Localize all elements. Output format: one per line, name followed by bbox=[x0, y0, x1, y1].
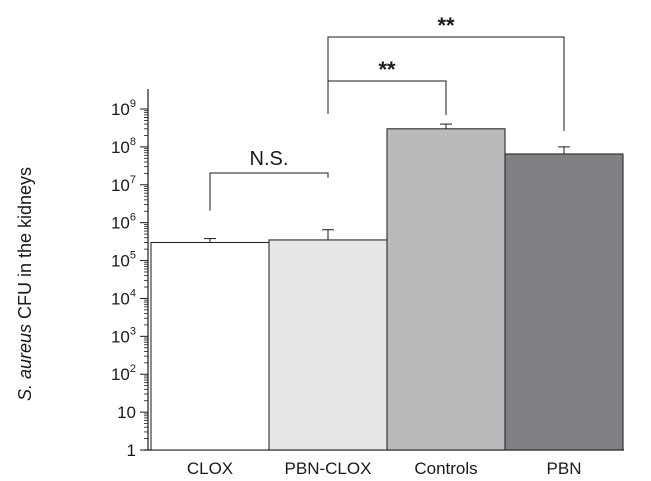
y-axis-label-italic: S. aureus bbox=[15, 324, 35, 401]
y-axis-label: S. aureus CFU in the kidneys bbox=[15, 167, 35, 401]
error-bars bbox=[204, 123, 570, 243]
y-tick-exponent: 7 bbox=[130, 174, 136, 186]
y-tick-base: 10 bbox=[111, 327, 130, 346]
y-tick-label: 1 bbox=[127, 441, 136, 460]
significance-label: ** bbox=[378, 57, 396, 82]
significance-bracket bbox=[327, 80, 447, 116]
y-tick-label: 107 bbox=[111, 174, 136, 195]
bar bbox=[150, 241, 270, 451]
y-tick-base: 10 bbox=[111, 365, 130, 384]
significance-bracket bbox=[327, 36, 565, 131]
category-label: PBN-CLOX bbox=[285, 459, 372, 478]
y-tick-exponent: 3 bbox=[130, 325, 136, 337]
y-tick-base: 10 bbox=[111, 214, 130, 233]
y-tick-base: 10 bbox=[111, 176, 130, 195]
significance-label: ** bbox=[437, 13, 455, 38]
y-tick-base: 10 bbox=[111, 252, 130, 271]
y-tick-exponent: 9 bbox=[130, 98, 136, 110]
category-label: CLOX bbox=[187, 459, 233, 478]
y-tick-base: 10 bbox=[111, 289, 130, 308]
category-label: PBN bbox=[547, 459, 582, 478]
y-tick-exponent: 2 bbox=[130, 363, 136, 375]
bar bbox=[504, 153, 624, 451]
y-tick-label: 104 bbox=[111, 287, 136, 308]
y-tick-label: 106 bbox=[111, 212, 136, 233]
y-tick-base: 1 bbox=[127, 441, 136, 460]
y-tick-exponent: 5 bbox=[130, 250, 136, 262]
y-axis-label-text: S. aureus CFU in the kidneys bbox=[15, 167, 35, 401]
y-tick-label: 103 bbox=[111, 325, 136, 346]
y-tick-base: 10 bbox=[111, 100, 130, 119]
y-tick-exponent: 4 bbox=[130, 287, 136, 299]
y-tick-label: 108 bbox=[111, 136, 136, 157]
y-tick-base: 10 bbox=[117, 403, 136, 422]
y-tick-label: 10 bbox=[117, 403, 136, 422]
y-tick-label: 109 bbox=[111, 98, 136, 119]
y-tick-exponent: 6 bbox=[130, 212, 136, 224]
bar bbox=[386, 128, 506, 451]
significance-brackets: N.S. ** ** bbox=[209, 13, 565, 211]
y-axis-label-rest: CFU in the kidneys bbox=[15, 167, 35, 324]
y-tick-label: 102 bbox=[111, 363, 136, 384]
bars bbox=[150, 128, 624, 451]
y-tick-exponent: 8 bbox=[130, 136, 136, 148]
significance-label: N.S. bbox=[250, 148, 289, 170]
y-tick-label: 105 bbox=[111, 250, 136, 271]
significance-bracket bbox=[209, 172, 329, 211]
category-labels: CLOX PBN-CLOX Controls PBN bbox=[187, 459, 582, 478]
bar bbox=[268, 239, 388, 451]
category-label: Controls bbox=[414, 459, 477, 478]
y-tick-base: 10 bbox=[111, 138, 130, 157]
